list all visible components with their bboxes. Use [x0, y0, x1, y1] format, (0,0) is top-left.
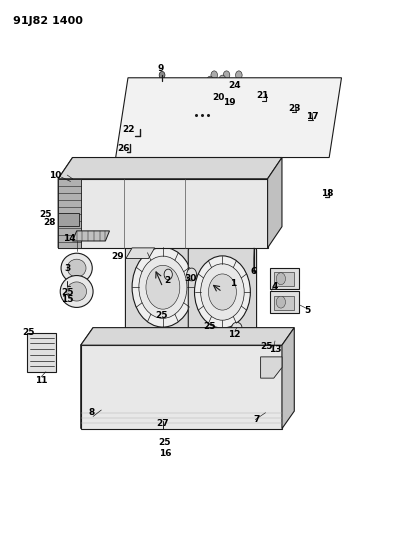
Text: 7: 7	[253, 415, 259, 424]
Circle shape	[139, 256, 187, 318]
Circle shape	[236, 71, 242, 79]
Text: 20: 20	[212, 93, 225, 102]
Text: 15: 15	[61, 295, 73, 304]
Ellipse shape	[60, 276, 93, 308]
Bar	[274, 296, 294, 310]
Text: 12: 12	[229, 329, 241, 338]
Circle shape	[132, 247, 194, 327]
Text: 13: 13	[269, 345, 281, 354]
Text: 25: 25	[159, 439, 171, 448]
FancyBboxPatch shape	[125, 239, 200, 336]
Polygon shape	[126, 248, 154, 259]
Polygon shape	[81, 328, 93, 429]
Text: 14: 14	[63, 235, 76, 244]
Text: 17: 17	[306, 112, 318, 121]
Circle shape	[202, 184, 249, 245]
Ellipse shape	[232, 322, 242, 333]
Circle shape	[209, 193, 242, 236]
Text: 9: 9	[158, 64, 164, 73]
Polygon shape	[73, 231, 110, 241]
Circle shape	[160, 415, 166, 423]
Circle shape	[138, 193, 171, 236]
Circle shape	[131, 184, 178, 245]
Circle shape	[79, 184, 126, 245]
Circle shape	[276, 273, 286, 285]
Polygon shape	[58, 213, 79, 225]
Polygon shape	[267, 158, 282, 248]
Text: 22: 22	[122, 125, 135, 134]
Text: 25: 25	[61, 287, 73, 296]
Text: 26: 26	[117, 144, 129, 153]
Text: 28: 28	[43, 219, 55, 228]
Circle shape	[201, 264, 244, 320]
Text: 3: 3	[65, 264, 71, 272]
Text: 25: 25	[39, 210, 51, 219]
Polygon shape	[116, 78, 342, 158]
Text: 24: 24	[228, 81, 241, 90]
Polygon shape	[58, 179, 267, 248]
Circle shape	[194, 256, 250, 328]
Circle shape	[207, 76, 213, 85]
Text: 25: 25	[203, 321, 215, 330]
Text: 4: 4	[272, 282, 278, 291]
Circle shape	[158, 77, 166, 87]
Bar	[296, 122, 319, 131]
Text: 5: 5	[305, 305, 311, 314]
Text: 6: 6	[250, 268, 256, 276]
Polygon shape	[261, 357, 282, 378]
Text: 25: 25	[22, 328, 35, 337]
Circle shape	[219, 75, 226, 84]
FancyBboxPatch shape	[188, 248, 257, 336]
Text: 11: 11	[35, 376, 47, 385]
Polygon shape	[58, 158, 73, 248]
Text: 25: 25	[155, 311, 168, 320]
Circle shape	[164, 269, 172, 280]
Text: 8: 8	[89, 408, 95, 417]
Ellipse shape	[67, 282, 87, 301]
Text: 23: 23	[288, 103, 300, 112]
Ellipse shape	[61, 253, 92, 283]
Text: 2: 2	[164, 276, 170, 285]
Text: 25: 25	[260, 342, 273, 351]
Text: 16: 16	[159, 449, 172, 458]
Ellipse shape	[183, 366, 221, 412]
Text: 10: 10	[49, 171, 61, 180]
Text: 91J82 1400: 91J82 1400	[13, 16, 83, 26]
Text: 1: 1	[230, 279, 236, 288]
Circle shape	[146, 265, 180, 309]
Circle shape	[251, 241, 258, 249]
Ellipse shape	[257, 397, 268, 412]
Bar	[274, 272, 294, 286]
Circle shape	[159, 71, 165, 79]
Ellipse shape	[67, 259, 86, 277]
Text: 21: 21	[256, 91, 269, 100]
Text: 19: 19	[223, 98, 236, 107]
Circle shape	[276, 296, 286, 308]
Ellipse shape	[119, 361, 166, 411]
Polygon shape	[81, 345, 282, 429]
Text: 18: 18	[321, 189, 333, 198]
Circle shape	[208, 274, 236, 310]
Polygon shape	[58, 179, 81, 248]
Circle shape	[86, 193, 119, 236]
Bar	[269, 292, 299, 313]
Polygon shape	[282, 328, 294, 429]
Ellipse shape	[241, 378, 257, 399]
Polygon shape	[81, 328, 294, 345]
Polygon shape	[58, 158, 282, 179]
Bar	[269, 268, 299, 289]
Circle shape	[187, 268, 197, 281]
Bar	[27, 334, 56, 372]
Text: 30: 30	[184, 273, 197, 282]
Text: 29: 29	[111, 253, 124, 261]
Circle shape	[211, 71, 218, 79]
Text: 27: 27	[156, 419, 169, 428]
Circle shape	[223, 71, 230, 79]
